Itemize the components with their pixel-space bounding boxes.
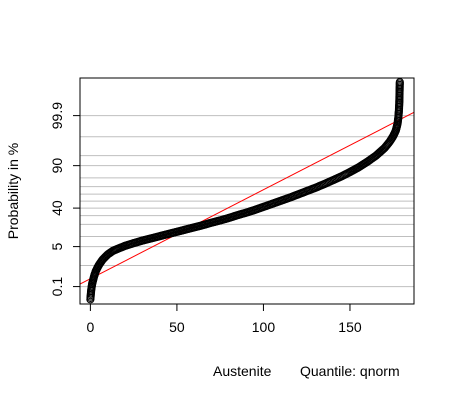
x-axis: 0 50 100 150: [86, 303, 362, 335]
x-tick-label: 100: [252, 319, 276, 335]
probability-grid: [80, 115, 414, 288]
x-tick-label: 150: [338, 319, 362, 335]
y-tick-label: 5: [49, 242, 65, 250]
plot-frame: [79, 77, 415, 305]
y-axis: 0.1 5 40 90 99.9: [49, 102, 81, 297]
x-tick-label: 0: [86, 319, 94, 335]
data-points-layer: [86, 78, 404, 304]
y-tick-label: 99.9: [49, 102, 65, 129]
reference-line: [80, 111, 414, 285]
reference-line-layer: [80, 111, 414, 285]
x-axis-title: Austenite: [213, 363, 272, 379]
y-axis-title: Probability in %: [5, 143, 21, 240]
y-tick-label: 0.1: [49, 277, 65, 297]
quantile-label: Quantile: qnorm: [300, 363, 400, 379]
x-tick-label: 50: [169, 319, 185, 335]
data-point: [395, 78, 404, 87]
y-tick-label: 40: [49, 200, 65, 216]
y-tick-label: 90: [49, 158, 65, 174]
